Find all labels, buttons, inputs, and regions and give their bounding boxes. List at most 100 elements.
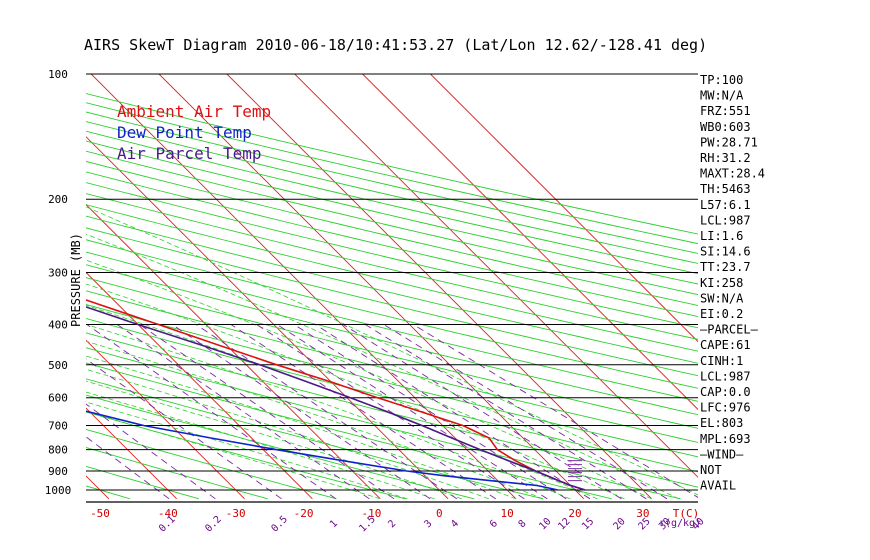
bottom-temp-tick-label: -40: [158, 507, 178, 520]
mixing-ratio-line: [171, 324, 431, 500]
isotherm-line: [430, 74, 698, 343]
moist-adiabat-line: [86, 401, 408, 500]
moist-adiabat-line: [86, 323, 571, 500]
mixing-ratio-tick-label: 3: [422, 518, 434, 530]
bottom-temp-tick-label: -20: [294, 507, 314, 520]
dry-adiabat-line: [86, 378, 544, 500]
stat-label: MPL:693: [700, 432, 751, 446]
moist-adiabat-line: [86, 259, 652, 500]
bottom-temp-tick-label: -50: [90, 507, 110, 520]
isotherm-line: [0, 74, 41, 499]
dry-adiabat-line: [86, 227, 698, 377]
mixing-ratio-tick-label: 6: [488, 518, 500, 530]
stat-label: CINH:1: [700, 354, 743, 368]
dry-adiabat-line: [86, 394, 475, 500]
bottom-temp-tick-label: -10: [361, 507, 381, 520]
dry-adiabat-line: [86, 347, 681, 500]
mixing-ratio-tick-label: 8: [517, 518, 529, 530]
mixing-ratio-tick-label: 4: [449, 518, 461, 530]
mixing-ratio-axis-label: r(g/kg): [659, 518, 701, 529]
mixing-ratio-line: [86, 324, 337, 500]
stat-label: SW:N/A: [700, 291, 744, 305]
stat-label: LCL:987: [700, 213, 751, 227]
moist-adiabat-line: [86, 355, 517, 500]
dry-adiabat-line: [86, 121, 698, 264]
bottom-temp-tick-label: 20: [568, 507, 581, 520]
bottom-axis-label: T(C): [673, 507, 700, 520]
moist-adiabat-line: [86, 410, 381, 500]
pressure-tick-label: 1000: [45, 484, 72, 497]
mixing-ratio-tick-label: 20: [611, 516, 627, 532]
stat-label: MAXT:28.4: [700, 167, 765, 181]
isotherm-line: [90, 74, 517, 500]
stat-label: L57:6.1: [700, 198, 751, 212]
dry-adiabat-line: [86, 171, 698, 318]
dry-adiabat-line: [86, 290, 698, 443]
dry-adiabat-line: [86, 332, 698, 488]
stat-label: TP:100: [700, 73, 743, 87]
dry-adiabat-line: [86, 193, 698, 340]
stat-label: TT:23.7: [700, 260, 751, 274]
dry-adiabat-line: [86, 251, 698, 402]
moist-adiabat-line: [86, 283, 625, 500]
dry-adiabat-line: [86, 362, 612, 500]
moist-adiabat-line: [86, 380, 462, 500]
mixing-ratio-tick-label: 2: [386, 518, 398, 530]
mixing-ratio-line: [195, 324, 458, 500]
dry-adiabat-line: [86, 182, 698, 329]
bottom-temp-tick-label: 10: [501, 507, 514, 520]
mixing-ratio-line: [230, 324, 497, 500]
series-line-3: [86, 306, 586, 491]
stat-label: FRZ:551: [700, 104, 751, 118]
dry-adiabat-line: [86, 150, 698, 296]
stat-label: MW:N/A: [700, 89, 744, 103]
dry-adiabat-line: [86, 277, 698, 429]
stat-label: —PARCEL—: [700, 323, 759, 337]
mixing-ratio-tick-label: 0.2: [203, 514, 224, 535]
stat-label: CAPE:61: [700, 338, 751, 352]
pressure-tick-label: 400: [48, 318, 68, 331]
legend-entry-1: Ambient Air Temp: [117, 102, 271, 121]
mixing-ratio-tick-label: 10: [537, 516, 553, 532]
moist-adiabat-line: [86, 304, 598, 500]
dry-adiabat-line: [86, 160, 698, 306]
mixing-ratio-line: [314, 324, 591, 500]
dry-adiabat-line: [86, 140, 698, 285]
moist-adiabat-line: [86, 340, 544, 500]
mixing-ratio-line: [86, 358, 282, 500]
bottom-temp-tick-label: 30: [636, 507, 649, 520]
stat-label: NOT: [700, 463, 722, 477]
mixing-ratio-line: [116, 324, 370, 500]
stat-label: AVAIL: [700, 479, 736, 493]
stat-label: CAP:0.0: [700, 385, 751, 399]
legend-entry-3: Air Parcel Temp: [117, 144, 262, 163]
mixing-ratio-line: [139, 324, 395, 500]
moist-adiabat-line: [86, 206, 698, 496]
dry-adiabat-line: [86, 264, 698, 416]
dry-adiabat-line: [86, 215, 698, 364]
pressure-tick-label: 200: [48, 193, 68, 206]
stat-label: EI:0.2: [700, 307, 743, 321]
mixing-ratio-line: [256, 324, 525, 500]
dry-adiabat-line: [86, 111, 698, 254]
stat-label: PW:28.71: [700, 135, 758, 149]
bottom-temp-tick-label: -30: [226, 507, 246, 520]
mixing-ratio-line: [293, 324, 567, 500]
mixing-ratio-tick-label: 0.5: [270, 514, 291, 535]
pressure-tick-label: 500: [48, 359, 68, 372]
mixing-ratio-line: [412, 324, 698, 498]
stat-label: KI:258: [700, 276, 743, 290]
dry-adiabat-line: [86, 204, 698, 352]
stat-label: LFC:976: [700, 401, 751, 415]
stat-label: SI:14.6: [700, 245, 751, 259]
dry-adiabat-line: [86, 447, 268, 500]
y-axis-label: PRESSURE (MB): [69, 233, 83, 327]
isotherm-line: [86, 407, 177, 500]
mixing-ratio-line: [276, 324, 548, 500]
dry-adiabat-line: [86, 130, 698, 275]
mixing-ratio-line: [86, 403, 216, 500]
series-line-2: [86, 410, 559, 491]
stat-label: LCL:987: [700, 369, 751, 383]
bottom-temp-tick-label: 0: [436, 507, 443, 520]
